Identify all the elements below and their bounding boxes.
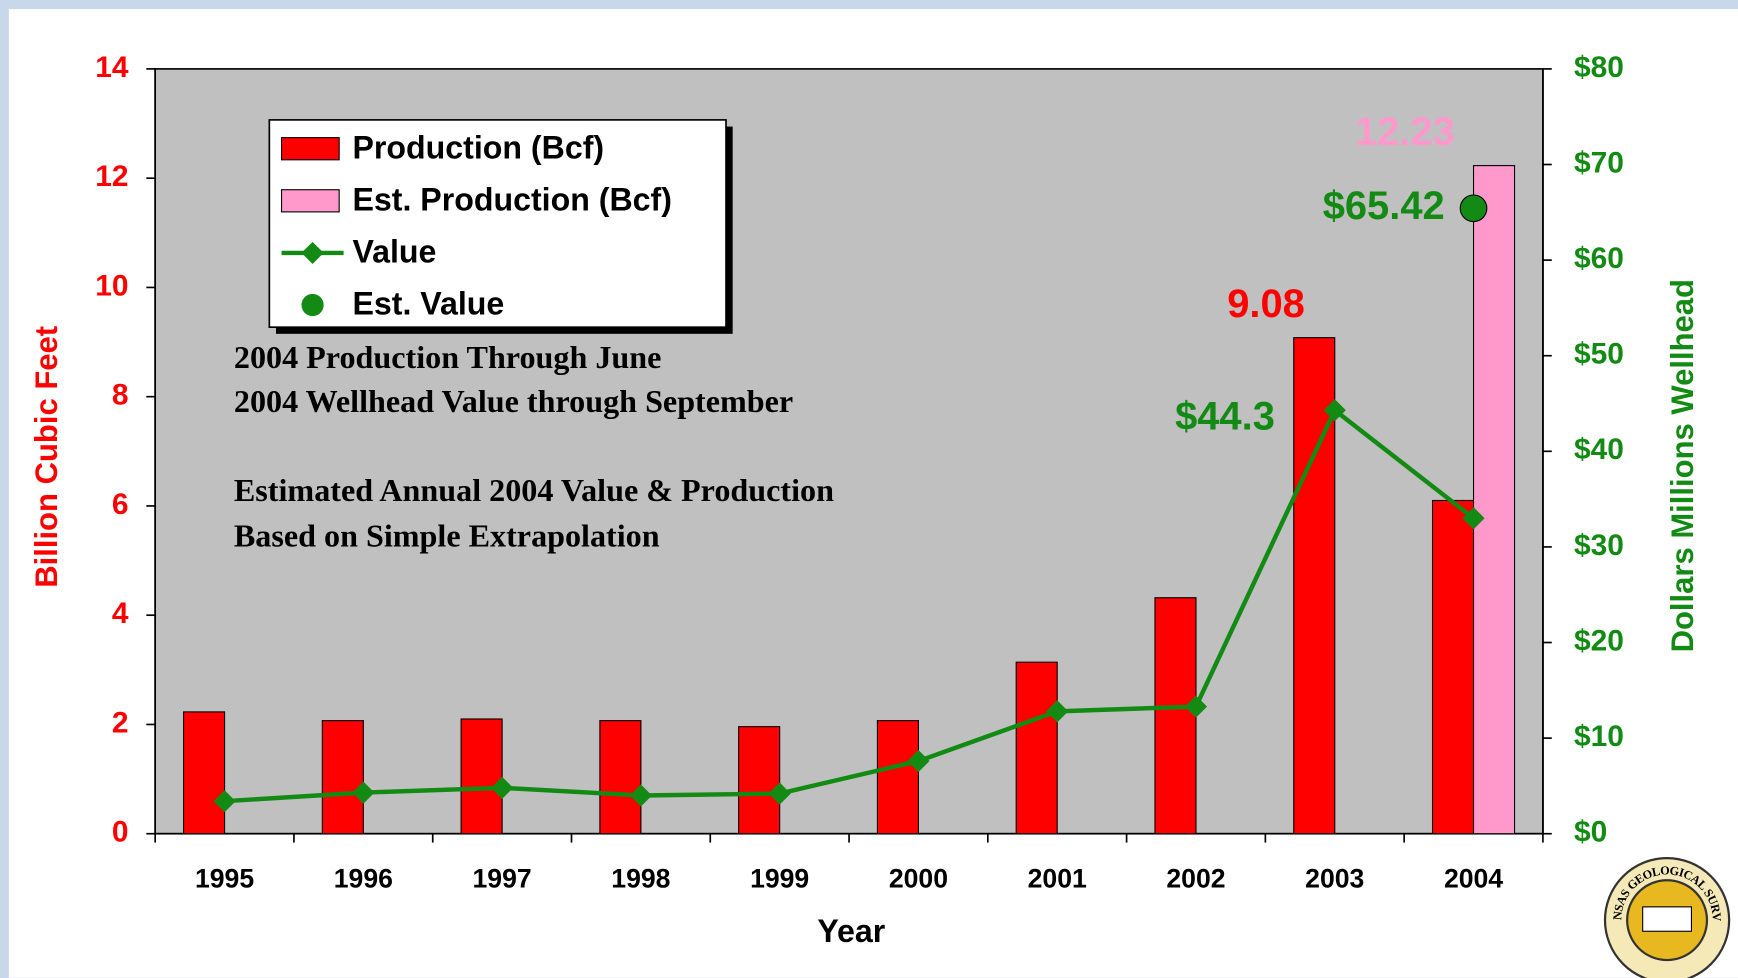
bar [1472,165,1516,835]
y2-tick-label: $50 [1574,338,1624,371]
y2-tick-label: $70 [1574,146,1624,179]
annotation: Based on Simple Extrapolation [234,517,660,553]
x-tick-label: 1998 [611,863,670,893]
legend-swatch [280,189,340,213]
bar [1431,499,1475,835]
bar [182,711,226,835]
x-tick-label: 2000 [889,863,948,893]
value-line [224,406,1475,804]
legend-label: Est. Value [352,286,504,322]
x-tick-label: 2004 [1444,863,1503,893]
x-axis-title: Year [817,913,885,949]
y2-tick-label: $30 [1574,529,1624,562]
legend-swatch [280,137,340,161]
y2-tick-label: $10 [1574,720,1624,753]
x-tick-label: 2003 [1305,863,1364,893]
y2-tick-label: $0 [1574,816,1607,849]
annotation: Estimated Annual 2004 Value & Production [234,472,834,508]
legend-marker [301,293,324,317]
y2-axis-title: Dollars Millions Wellhead [1665,279,1700,652]
y2-tick-label: $60 [1574,242,1624,275]
x-tick-label: 2002 [1166,863,1225,893]
y-tick-label: 8 [112,379,129,412]
y-tick-label: 4 [112,597,129,630]
value-marker [1462,507,1485,530]
x-tick-label: 1996 [334,863,393,893]
x-tick-label: 1995 [195,863,254,893]
data-label: $65.42 [1323,184,1445,228]
annotation: 2004 Wellhead Value through September [234,383,793,419]
bar [1015,661,1058,835]
data-label: $44.3 [1175,395,1275,439]
y-tick-label: 14 [95,51,129,84]
value-marker [213,790,236,813]
y2-tick-label: $80 [1574,51,1624,84]
y2-tick-label: $20 [1574,624,1624,657]
value-marker [629,784,652,807]
y-tick-label: 6 [112,488,129,521]
bar [738,726,781,835]
bar [460,718,503,835]
y2-tick-label: $40 [1574,433,1624,466]
bar [876,720,919,835]
x-tick-label: 1997 [473,863,532,893]
y-tick-label: 12 [95,160,128,193]
annotation: 2004 Production Through June [234,339,662,375]
y-tick-label: 2 [112,706,129,739]
y-tick-label: 0 [112,816,129,849]
y-tick-label: 10 [95,269,128,302]
legend-label: Value [352,233,436,269]
data-label: 9.08 [1227,282,1305,326]
x-tick-label: 1999 [750,863,809,893]
logo-state [1642,906,1693,932]
value-marker [1184,695,1208,718]
value-marker [1046,700,1069,723]
bar [1154,597,1197,835]
value-marker [907,749,930,773]
bar [599,720,642,835]
legend-label: Production (Bcf) [352,129,604,165]
value-marker [352,781,375,804]
data-label: 12.23 [1355,110,1455,154]
est-value-point [1459,194,1488,223]
value-marker [768,782,791,805]
y-axis-title: Billion Cubic Feet [29,326,64,588]
bar [321,720,364,835]
legend-label: Est. Production (Bcf) [352,181,671,217]
legend [268,119,727,329]
value-marker [1323,399,1346,422]
x-tick-label: 2001 [1028,863,1087,893]
